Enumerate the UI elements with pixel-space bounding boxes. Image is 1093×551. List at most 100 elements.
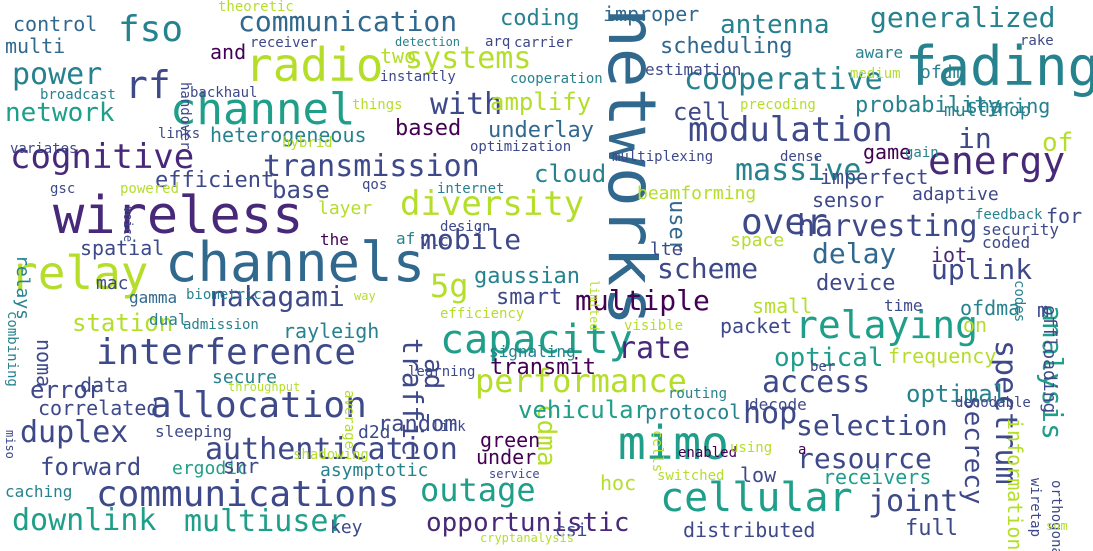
- word-cooperation: cooperation: [510, 71, 603, 87]
- word-cryptanalysis: cryptanalysis: [480, 531, 574, 545]
- word-carrier: carrier: [514, 35, 574, 51]
- word-things: things: [352, 97, 403, 113]
- word-iot: iot: [931, 243, 968, 267]
- word-spatial: spatial: [80, 236, 165, 260]
- word-theoretic: theoretic: [218, 0, 294, 15]
- word-improper: improper: [603, 2, 700, 26]
- word-multiple: multiple: [575, 284, 710, 317]
- word-fso: fso: [118, 9, 184, 50]
- word-relay: relay: [10, 246, 149, 300]
- word-opportunistic: opportunistic: [426, 508, 630, 538]
- word-sum: sum: [1046, 519, 1068, 533]
- word-feedback: feedback: [975, 207, 1043, 223]
- word-nakagami: nakagami: [210, 280, 345, 313]
- word-data: data: [80, 373, 129, 397]
- word-optimization: optimization: [470, 139, 572, 155]
- word-af: af: [396, 229, 416, 248]
- word-selection: selection: [796, 409, 948, 442]
- word-service: service: [489, 467, 540, 481]
- word-game: game: [863, 140, 912, 164]
- word-hoc: hoc: [600, 471, 637, 495]
- word-communications: communications: [96, 474, 400, 515]
- word-generalized: generalized: [870, 1, 1056, 34]
- word-decode: decode: [749, 395, 807, 414]
- word-5g: 5g: [430, 267, 469, 305]
- word-learning: learning: [408, 364, 476, 380]
- word-downlink: downlink: [12, 503, 157, 538]
- word-duplex: duplex: [20, 415, 129, 450]
- word-space: space: [730, 230, 785, 251]
- word-gsc: gsc: [50, 181, 76, 197]
- word-uplink: uplink: [931, 253, 1033, 286]
- word-key: key: [330, 517, 363, 538]
- word-based: based: [395, 116, 462, 141]
- word-modulation: modulation: [688, 110, 893, 150]
- word-d2d: d2d: [358, 422, 391, 443]
- word-csi: csi: [555, 520, 588, 541]
- word-design: design: [440, 219, 491, 235]
- word-radio: radio: [245, 38, 384, 92]
- word-cells: cells: [649, 430, 665, 473]
- word-caching: caching: [5, 482, 73, 501]
- word-beamforming: beamforming: [637, 183, 757, 204]
- word-device: device: [816, 271, 896, 296]
- word-backhaul: backhaul: [190, 85, 258, 101]
- word-networks: networks: [593, 8, 670, 326]
- word-using: using: [730, 440, 773, 456]
- word-vlc: vlc: [420, 231, 449, 250]
- word-mac: mac: [96, 273, 129, 294]
- word-secrecy: secrecy: [958, 395, 988, 505]
- word-green: green: [480, 428, 541, 452]
- word-systems: systems: [405, 41, 532, 76]
- word-relaying: relaying: [795, 303, 979, 347]
- word-visible: visible: [624, 318, 684, 334]
- word-traffic: traffic: [396, 338, 429, 457]
- word-lte: lte: [650, 239, 683, 260]
- word-error: error: [30, 376, 103, 404]
- word-receivers: receivers: [823, 465, 932, 489]
- word-control: control: [13, 12, 98, 36]
- word-link: link: [432, 419, 466, 435]
- word-multiuser: multiuser: [184, 504, 347, 539]
- word-secure: secure: [212, 367, 278, 388]
- word-adaptive: adaptive: [912, 184, 999, 205]
- word-qos: qos: [362, 177, 388, 193]
- word-enabled: enabled: [678, 445, 738, 461]
- word-for: for: [1046, 204, 1083, 228]
- word-way: way: [354, 289, 376, 303]
- word-the: the: [320, 230, 349, 249]
- word-detection: detection: [395, 35, 461, 49]
- word-fading: fading: [905, 35, 1093, 98]
- word-network: network: [5, 98, 115, 128]
- word-amplify: amplify: [490, 88, 592, 116]
- word-joint: joint: [868, 484, 959, 519]
- word-frequency: frequency: [888, 344, 997, 368]
- word-efficient: efficient: [155, 168, 275, 193]
- word-hop: hop: [743, 396, 798, 431]
- word-cooperative: cooperative: [684, 62, 883, 97]
- word-signaling: signaling: [489, 342, 576, 361]
- word-biometric: biometric: [186, 287, 262, 303]
- word-vehicular: vehicular: [518, 396, 649, 424]
- word-ofdma: ofdma: [960, 296, 1021, 320]
- word-optical: optical: [774, 343, 884, 373]
- word-transmit: transmit: [490, 355, 596, 380]
- word-voice: voice: [121, 206, 135, 243]
- word-sharing: sharing: [966, 94, 1051, 118]
- word-dense: dense: [780, 149, 823, 165]
- word-layer: layer: [318, 198, 373, 219]
- word-internet: internet: [437, 181, 505, 197]
- word-codes: codes: [1011, 280, 1027, 323]
- word-m: m: [1037, 298, 1050, 322]
- word-harvesting: harvesting: [797, 209, 978, 244]
- word-instantly: instantly: [380, 69, 456, 85]
- word-variates: variates: [10, 141, 78, 157]
- word-receiver: receiver: [250, 35, 318, 51]
- word-power: power: [12, 57, 103, 92]
- word-efficiency: efficiency: [440, 306, 525, 322]
- word-base: base: [272, 176, 330, 204]
- word-random: random: [378, 412, 458, 437]
- word-two: two: [380, 44, 417, 68]
- word-optimal: optimal: [906, 380, 1008, 408]
